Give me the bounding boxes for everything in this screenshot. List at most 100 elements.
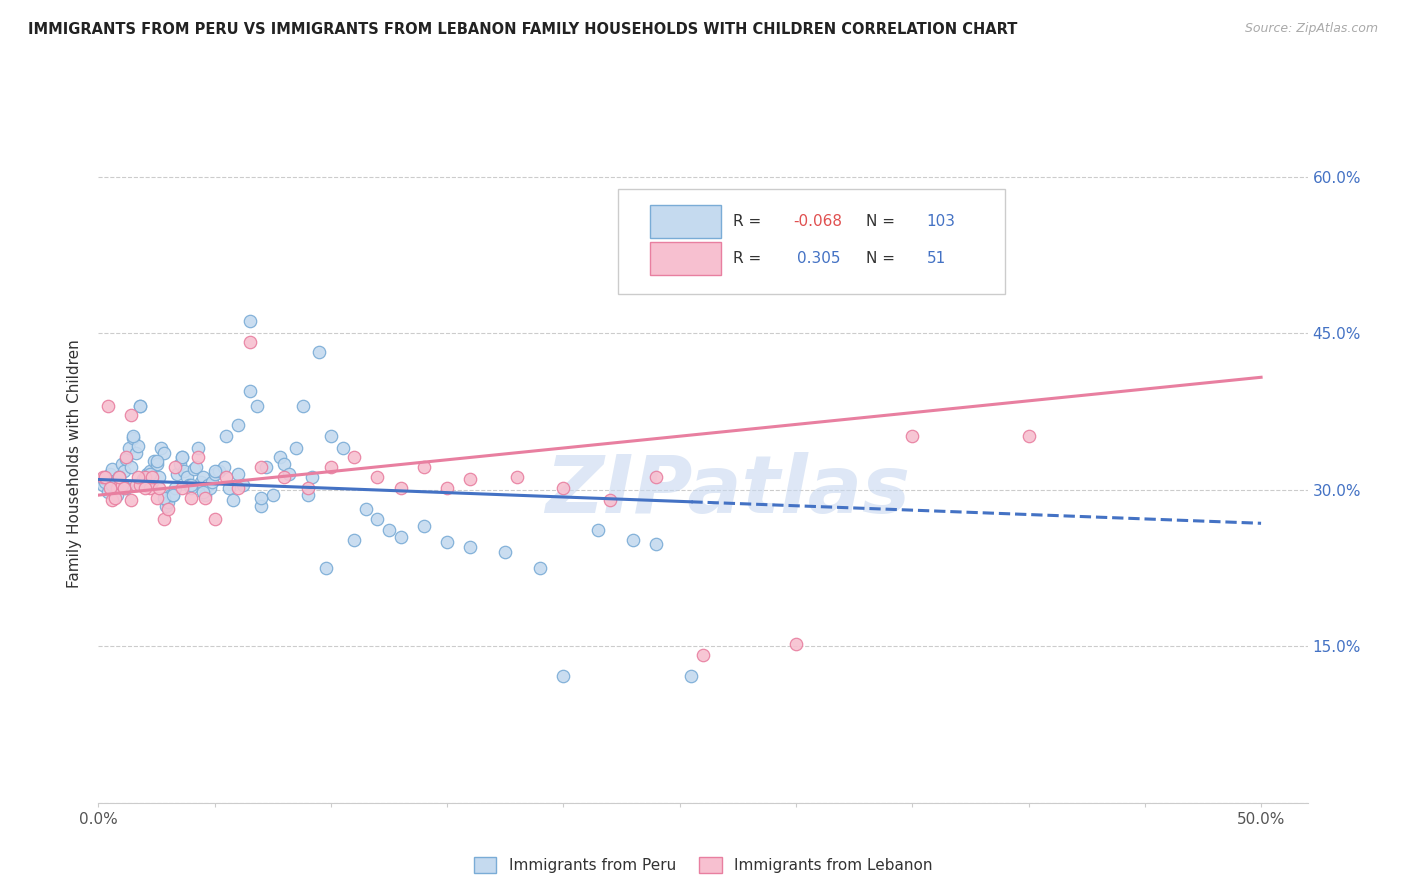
Point bbox=[343, 450, 366, 464]
Point bbox=[97, 485, 120, 500]
Point bbox=[212, 460, 235, 475]
Point bbox=[215, 470, 238, 484]
Point bbox=[553, 668, 575, 682]
Point bbox=[101, 462, 124, 476]
Point bbox=[389, 530, 412, 544]
Point bbox=[173, 464, 195, 478]
Point bbox=[494, 545, 516, 559]
Point bbox=[239, 334, 262, 349]
Point bbox=[104, 475, 127, 489]
Point bbox=[115, 450, 138, 464]
Point bbox=[315, 561, 337, 575]
Point bbox=[162, 488, 184, 502]
Point bbox=[343, 533, 366, 547]
Point bbox=[141, 470, 163, 484]
Point bbox=[250, 460, 273, 475]
Point bbox=[94, 470, 117, 484]
Point bbox=[143, 453, 166, 467]
Point bbox=[97, 400, 120, 414]
Point bbox=[599, 493, 621, 508]
Text: N =: N = bbox=[866, 214, 900, 228]
Point bbox=[155, 499, 177, 513]
Point bbox=[136, 467, 159, 482]
Point bbox=[278, 467, 301, 482]
Point bbox=[152, 491, 174, 506]
Point bbox=[319, 460, 342, 475]
Point bbox=[98, 481, 121, 495]
Point bbox=[245, 400, 267, 414]
Point bbox=[179, 477, 201, 491]
Legend: Immigrants from Peru, Immigrants from Lebanon: Immigrants from Peru, Immigrants from Le… bbox=[474, 857, 932, 873]
Point bbox=[108, 470, 131, 484]
Text: 51: 51 bbox=[927, 251, 946, 266]
Y-axis label: Family Households with Children: Family Households with Children bbox=[67, 340, 83, 588]
Point bbox=[184, 460, 207, 475]
Point bbox=[901, 428, 924, 442]
Point bbox=[204, 512, 226, 526]
Point bbox=[332, 441, 354, 455]
Point bbox=[226, 467, 249, 482]
Point bbox=[187, 441, 209, 455]
Point bbox=[239, 384, 262, 398]
FancyBboxPatch shape bbox=[650, 205, 721, 238]
Point bbox=[262, 488, 284, 502]
Point bbox=[134, 481, 156, 495]
Point bbox=[645, 470, 668, 484]
Text: Source: ZipAtlas.com: Source: ZipAtlas.com bbox=[1244, 22, 1378, 36]
Point bbox=[1018, 428, 1040, 442]
Point bbox=[166, 467, 188, 482]
Point bbox=[145, 453, 167, 467]
Point bbox=[120, 408, 142, 422]
Point bbox=[112, 464, 135, 478]
Point bbox=[366, 512, 388, 526]
Text: -0.068: -0.068 bbox=[793, 214, 842, 228]
Point bbox=[273, 457, 295, 471]
Point bbox=[529, 561, 551, 575]
Point bbox=[460, 473, 482, 487]
Point bbox=[127, 439, 149, 453]
Point bbox=[94, 475, 117, 489]
Text: ZIPatlas: ZIPatlas bbox=[544, 452, 910, 530]
Point bbox=[115, 451, 138, 466]
Point bbox=[150, 441, 173, 455]
Point bbox=[152, 512, 174, 526]
Point bbox=[138, 481, 160, 495]
Point bbox=[105, 481, 128, 495]
Point bbox=[645, 537, 668, 551]
Point bbox=[148, 481, 170, 495]
Point bbox=[172, 450, 194, 464]
Point bbox=[180, 477, 202, 491]
Text: R =: R = bbox=[734, 251, 772, 266]
Point bbox=[111, 477, 134, 491]
Point bbox=[105, 488, 128, 502]
Point bbox=[152, 446, 174, 460]
Point bbox=[308, 345, 330, 359]
FancyBboxPatch shape bbox=[650, 242, 721, 276]
Point bbox=[292, 400, 315, 414]
Point bbox=[134, 470, 156, 484]
Point bbox=[108, 470, 131, 484]
Point bbox=[366, 470, 388, 484]
Point bbox=[436, 535, 458, 549]
Point bbox=[122, 428, 145, 442]
Point bbox=[194, 491, 217, 506]
Point bbox=[118, 441, 141, 455]
Point bbox=[692, 648, 714, 662]
Point bbox=[553, 481, 575, 495]
Point bbox=[165, 460, 187, 475]
Point bbox=[91, 477, 114, 491]
Point bbox=[101, 493, 124, 508]
Point bbox=[460, 541, 482, 555]
Point bbox=[413, 519, 436, 533]
Point bbox=[197, 477, 219, 491]
Text: R =: R = bbox=[734, 214, 766, 228]
Point bbox=[190, 475, 212, 489]
Point bbox=[194, 488, 217, 502]
Point bbox=[162, 488, 184, 502]
Point bbox=[120, 460, 142, 475]
Point bbox=[129, 477, 152, 491]
Point bbox=[176, 470, 198, 484]
Point bbox=[157, 495, 180, 509]
Point bbox=[169, 457, 191, 471]
Point bbox=[273, 470, 295, 484]
